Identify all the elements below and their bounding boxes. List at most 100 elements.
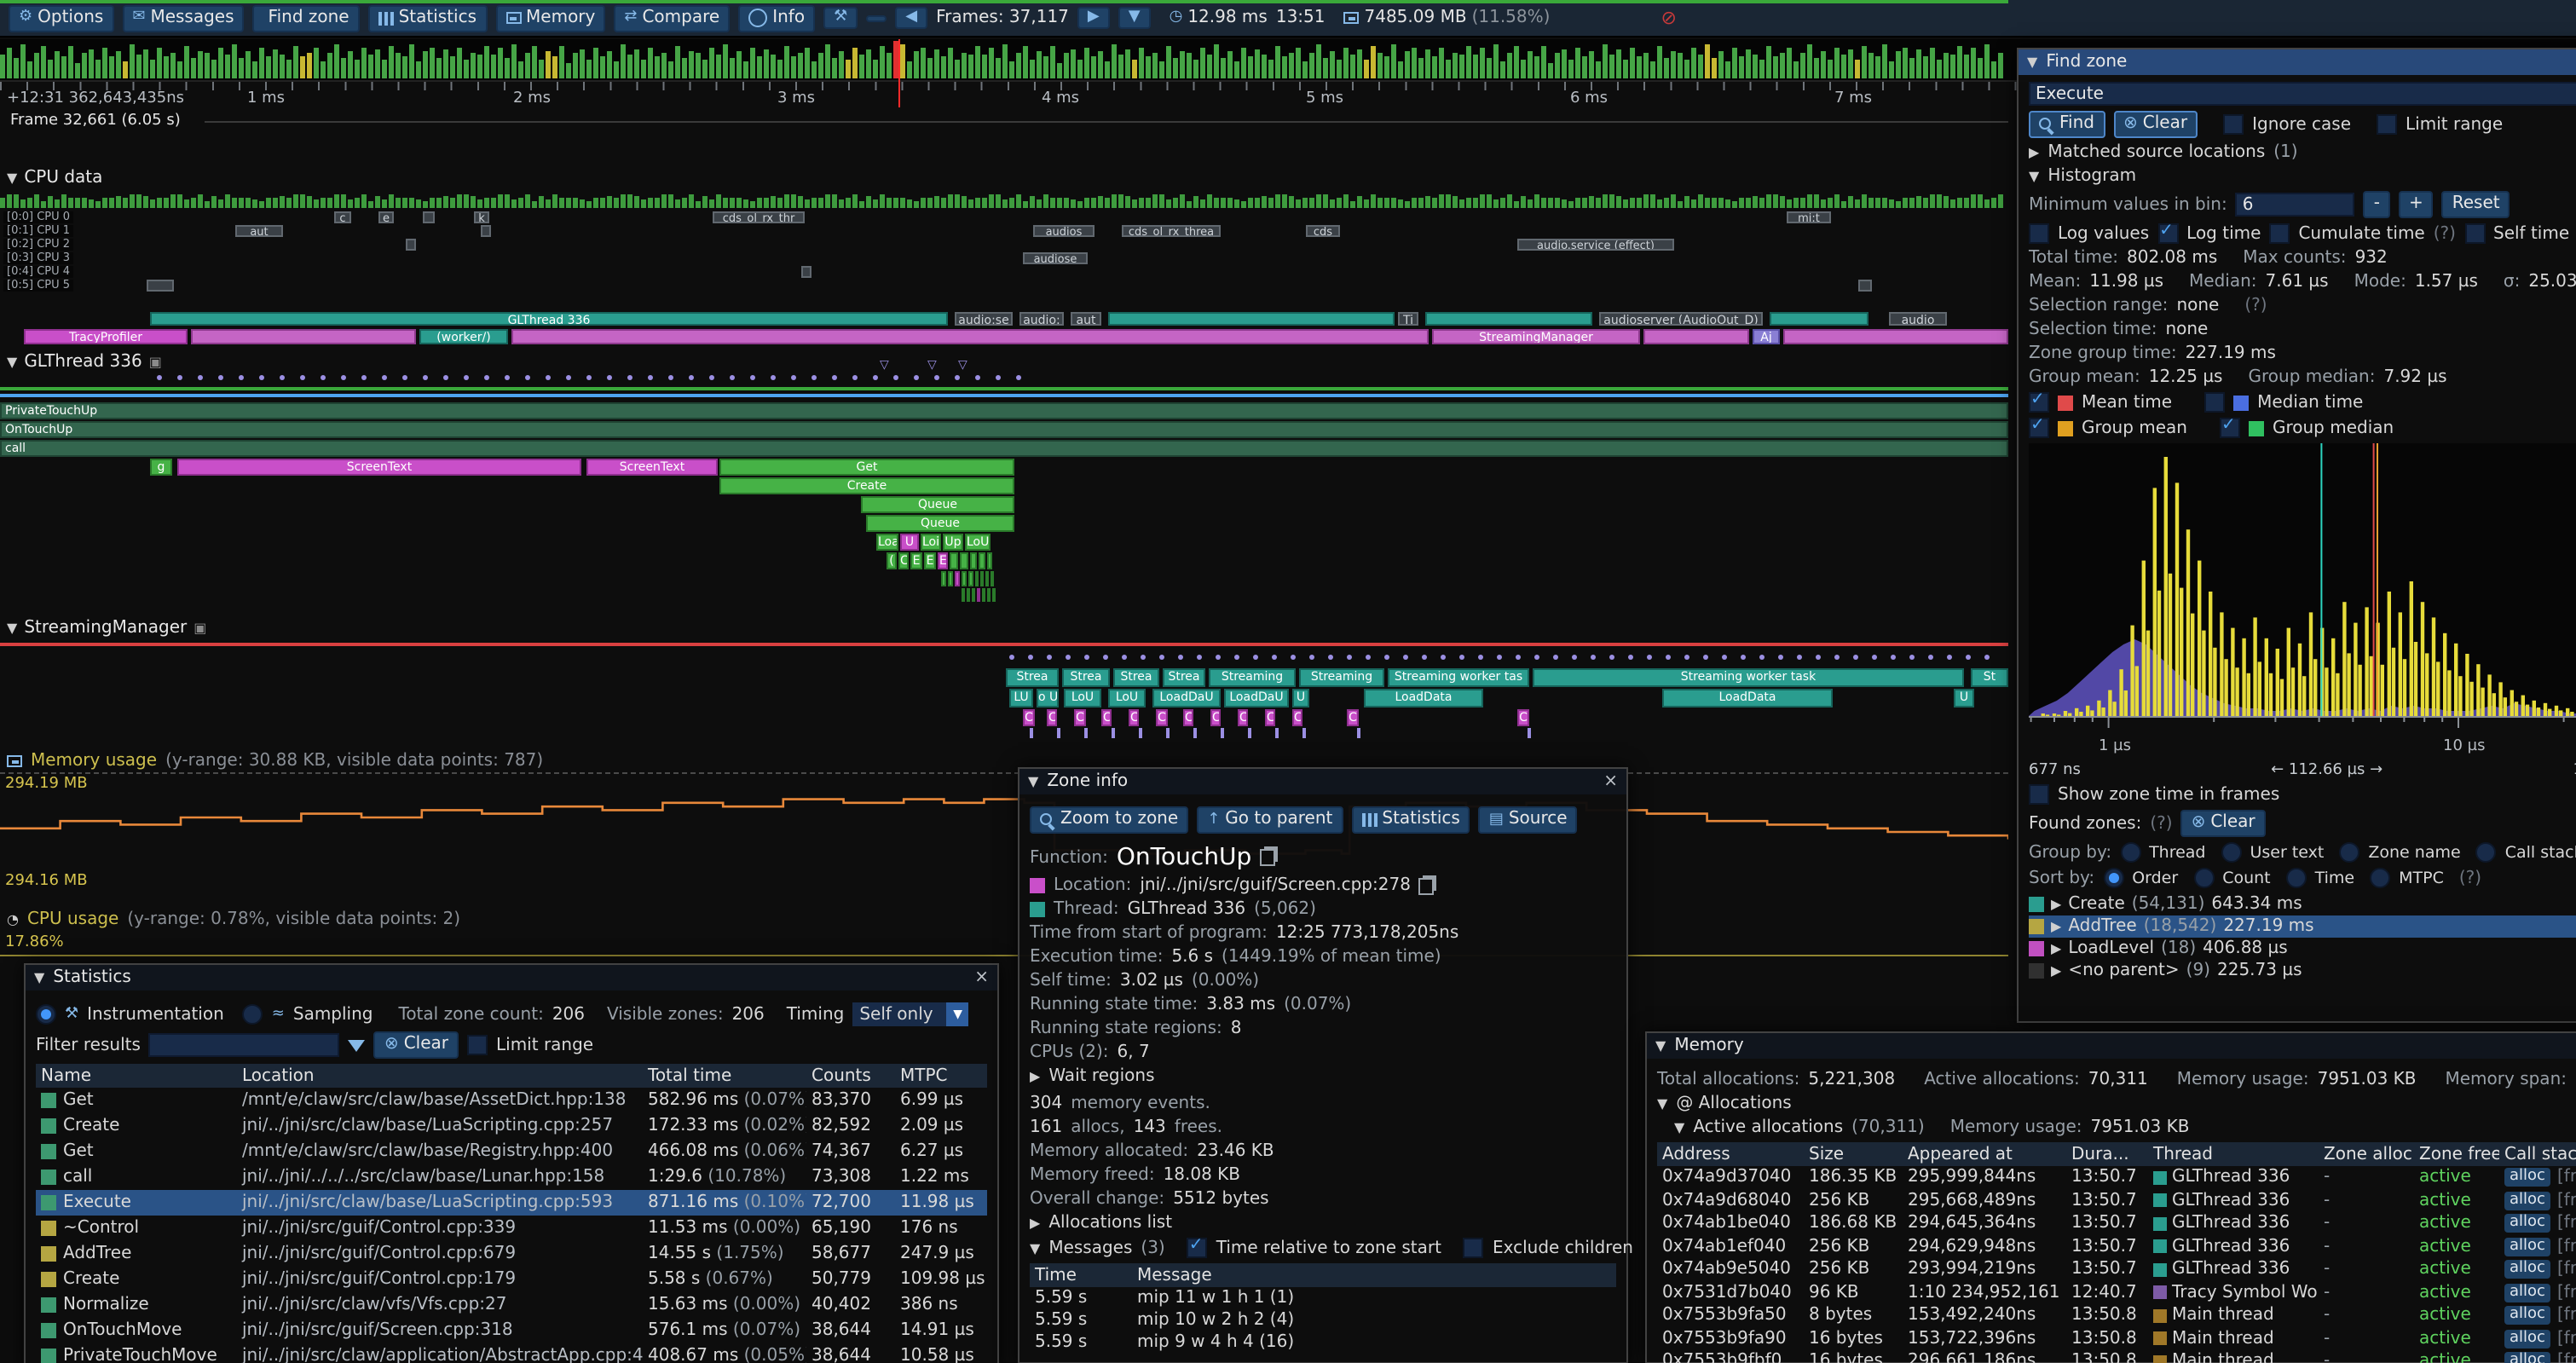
allocation-row[interactable]: 0x74a9d37040 186.35 KB 295,999,844ns 13:50.… xyxy=(1657,1166,2576,1189)
table-row[interactable]: Execute jni/../jni/src/claw/base/LuaScrip… xyxy=(36,1190,987,1216)
zone[interactable]: Streaming worker tas xyxy=(1388,668,1529,687)
sample-dot[interactable] xyxy=(300,375,305,380)
sample-dot[interactable] xyxy=(1778,655,1783,660)
zone-statistics-button[interactable]: Statistics xyxy=(1351,806,1470,834)
zone[interactable] xyxy=(982,588,985,602)
zone[interactable]: o U xyxy=(1037,689,1059,707)
sample-dot[interactable] xyxy=(402,375,407,380)
clear-button[interactable]: ⊗ Clear xyxy=(2113,111,2198,138)
zone[interactable]: ( xyxy=(887,552,897,569)
zone[interactable]: E xyxy=(938,552,948,569)
zone[interactable] xyxy=(968,571,973,586)
column-header[interactable]: Location xyxy=(242,1066,315,1085)
self-time-checkbox[interactable] xyxy=(2464,223,2485,244)
sample-dot[interactable] xyxy=(1816,655,1821,660)
zone[interactable] xyxy=(975,571,979,586)
clear-filter-button[interactable]: ⊗ Clear xyxy=(373,1031,459,1059)
sample-dot[interactable] xyxy=(811,375,817,380)
toolbar-button-find-zone[interactable]: Find zone xyxy=(252,4,360,32)
message-tick[interactable] xyxy=(1528,728,1531,738)
ignore-case-label[interactable]: Ignore case xyxy=(2252,115,2352,134)
toolbar-button-tools[interactable]: ⚒ xyxy=(823,7,858,29)
allocation-row[interactable]: 0x74a9d68040 256 KB 295,668,489ns 13:50.7 GL… xyxy=(1657,1189,2576,1212)
alloc-callstack-button[interactable]: alloc xyxy=(2504,1329,2550,1349)
sample-dot[interactable] xyxy=(1028,655,1033,660)
cumulate-time-checkbox[interactable] xyxy=(2269,223,2290,244)
sample-dot[interactable] xyxy=(1103,655,1108,660)
zone[interactable] xyxy=(970,552,977,569)
cpu-zone[interactable]: mi:t xyxy=(1787,211,1831,223)
cpu-zone[interactable]: cds xyxy=(1306,225,1340,237)
cpu-data-header[interactable]: ▼ CPU data xyxy=(7,169,102,188)
table-row[interactable]: AddTree jni/../jni/src/guif/Control.cpp:6… xyxy=(36,1241,987,1267)
active-allocations-header[interactable]: Active allocations xyxy=(1693,1118,1844,1137)
message-tick[interactable] xyxy=(1193,728,1197,738)
zone[interactable]: E xyxy=(924,552,936,569)
zone[interactable]: St xyxy=(1971,668,2008,687)
log-values-label[interactable]: Log values xyxy=(2058,224,2150,243)
radio-label[interactable]: Count xyxy=(2222,869,2271,887)
sample-dot[interactable] xyxy=(1591,655,1596,660)
radio-label[interactable]: Thread xyxy=(2149,843,2206,862)
zone[interactable]: C xyxy=(1023,709,1035,726)
radio-label[interactable]: MTPC xyxy=(2399,869,2444,887)
zone[interactable]: Up xyxy=(943,534,963,551)
zone[interactable]: LoadData xyxy=(1662,689,1833,707)
zone[interactable]: C xyxy=(1074,709,1086,726)
cpu-zone[interactable]: audio xyxy=(1889,312,1947,326)
address-cell[interactable]: 0x7553b9fbf0 xyxy=(1662,1352,1782,1363)
log-time-label[interactable]: Log time xyxy=(2186,224,2261,243)
sample-dot[interactable] xyxy=(1609,655,1614,660)
sample-dot[interactable] xyxy=(1853,655,1858,660)
instrumentation-label[interactable]: Instrumentation xyxy=(87,1005,224,1024)
zone[interactable] xyxy=(948,571,953,586)
table-row[interactable]: Normalize jni/../jni/src/claw/vfs/Vfs.cpp… xyxy=(36,1292,987,1318)
radio-label[interactable]: Call stacks xyxy=(2504,843,2576,862)
alloc-callstack-button[interactable]: alloc xyxy=(2504,1306,2550,1325)
sample-dot[interactable] xyxy=(1347,655,1352,660)
alloc-callstack-button[interactable]: alloc xyxy=(2504,1168,2550,1187)
address-cell[interactable]: 0x7553b9fa50 xyxy=(1662,1306,1787,1325)
table-row[interactable]: OnTouchMove jni/../jni/src/guif/Screen.cp… xyxy=(36,1318,987,1343)
cpu-zone[interactable]: e xyxy=(378,211,394,223)
radio-label[interactable]: Time xyxy=(2314,869,2355,887)
toolbar-button-statistics[interactable]: Statistics xyxy=(367,4,488,32)
table-row[interactable]: Get/mnt/e/claw/src/claw/base/Registry.hp… xyxy=(36,1139,987,1164)
legend-checkbox[interactable] xyxy=(2204,392,2226,413)
zone[interactable] xyxy=(941,571,946,586)
sample-dot[interactable] xyxy=(1366,655,1371,660)
expand-icon[interactable]: ▶ xyxy=(2051,963,2062,979)
address-cell[interactable]: 0x74ab9e5040 xyxy=(1662,1260,1791,1279)
message-row[interactable]: 5.59 s mip 10 w 2 h 2 (4) xyxy=(1030,1309,1616,1331)
toolbar-button-options[interactable]: ⚙ Options xyxy=(9,4,114,32)
collapse-icon[interactable]: ▼ xyxy=(7,621,18,636)
cpu-zone[interactable] xyxy=(406,239,416,251)
cpu-zone[interactable] xyxy=(1108,312,1395,326)
zone[interactable]: C xyxy=(1101,709,1112,726)
self-time-label[interactable]: Self time xyxy=(2493,224,2570,243)
sample-dot[interactable] xyxy=(525,375,530,380)
legend-label[interactable]: Median time xyxy=(2257,393,2364,412)
time-relative-label[interactable]: Time relative to zone start xyxy=(1216,1239,1441,1257)
matched-source-locations[interactable]: Matched source locations xyxy=(2048,143,2266,162)
zone[interactable] xyxy=(950,552,958,569)
zone-info-titlebar[interactable]: ▼ Zone info × xyxy=(1019,769,1626,794)
min-bin-input[interactable] xyxy=(2235,193,2355,217)
collapse-icon[interactable]: ▼ xyxy=(7,170,18,186)
disconnected-icon[interactable]: ⊘ xyxy=(1661,7,1677,29)
message-tick[interactable] xyxy=(1166,728,1170,738)
sample-dot[interactable] xyxy=(709,375,714,380)
messages-header[interactable]: Messages xyxy=(1048,1239,1133,1257)
collapse-icon[interactable]: ▼ xyxy=(2027,55,2038,70)
zone[interactable]: Queue xyxy=(861,496,1014,513)
sample-dot[interactable] xyxy=(1722,655,1727,660)
radio-call-stacks[interactable] xyxy=(2475,842,2497,863)
sample-dot[interactable] xyxy=(1291,655,1296,660)
sample-dot[interactable] xyxy=(177,375,182,380)
cpu-zone[interactable] xyxy=(511,329,1429,344)
sample-dot[interactable] xyxy=(852,375,858,380)
cpu-zone[interactable] xyxy=(1770,312,1868,326)
sample-dot[interactable] xyxy=(382,375,387,380)
zone[interactable]: Streaming xyxy=(1209,668,1296,687)
sample-dot[interactable] xyxy=(280,375,285,380)
